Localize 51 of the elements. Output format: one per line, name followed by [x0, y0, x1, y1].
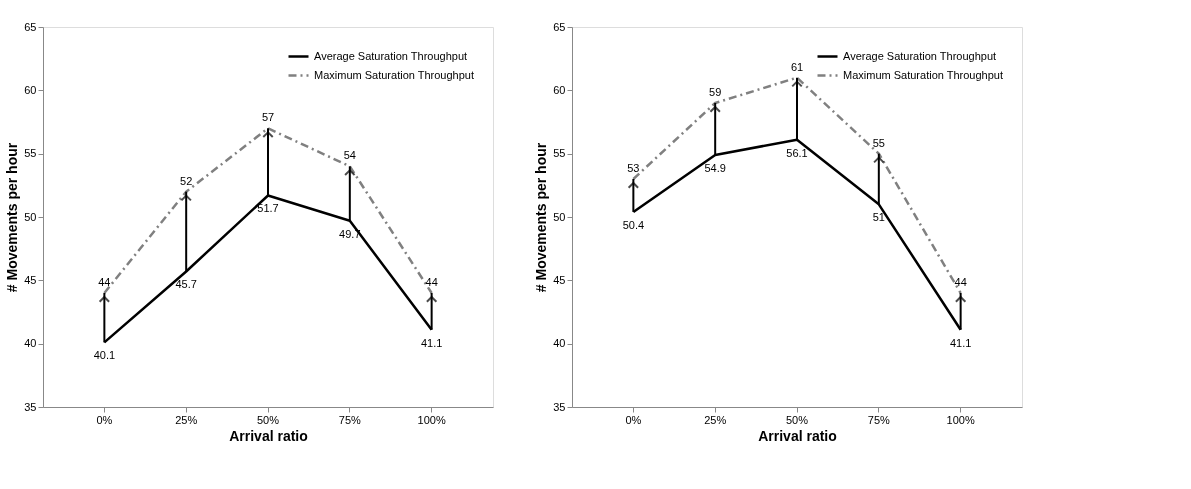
data-label: 44	[425, 276, 438, 288]
y-tick-label: 65	[24, 20, 37, 33]
y-tick-label: 60	[553, 83, 566, 96]
y-tick-label: 35	[553, 400, 566, 413]
data-label: 44	[98, 276, 111, 288]
legend-label: Maximum Saturation Throughput	[314, 68, 474, 81]
y-tick-label: 45	[24, 273, 37, 286]
data-label: 54	[343, 149, 356, 162]
y-axis-title: # Movements per hour	[4, 142, 21, 293]
data-label: 55	[872, 136, 885, 149]
y-tick-label: 60	[24, 83, 37, 96]
x-tick-label: 75%	[867, 413, 891, 426]
x-tick-label: 0%	[96, 413, 113, 426]
data-label: 40.1	[93, 349, 116, 362]
x-axis-title: Arrival ratio	[229, 427, 308, 444]
x-tick-label: 100%	[417, 413, 446, 426]
legend-label: Average Saturation Throughput	[843, 49, 997, 62]
x-tick-label: 50%	[785, 413, 809, 426]
y-axis-title: # Movements per hour	[533, 142, 550, 293]
x-axis-title: Arrival ratio	[758, 427, 837, 444]
data-label: 41.1	[420, 336, 443, 349]
data-label: 50.4	[622, 218, 645, 231]
x-tick-label: 75%	[338, 413, 362, 426]
legend-label: Maximum Saturation Throughput	[843, 68, 1003, 81]
data-label: 57	[261, 111, 275, 124]
y-tick-label: 55	[24, 147, 37, 160]
y-tick-label: 35	[24, 400, 37, 413]
x-tick-label: 25%	[704, 413, 727, 426]
x-tick-label: 0%	[625, 413, 642, 426]
data-label: 45.7	[175, 278, 197, 291]
y-tick-label: 65	[553, 20, 566, 33]
legend-label: Average Saturation Throughput	[314, 49, 468, 62]
y-tick-label: 55	[553, 147, 566, 160]
x-tick-label: 25%	[175, 413, 198, 426]
data-label: 61	[790, 60, 804, 73]
data-label: 51.7	[257, 202, 279, 215]
data-label: 44	[954, 276, 967, 288]
y-tick-label: 50	[553, 210, 566, 223]
y-tick-label: 40	[24, 337, 37, 350]
y-tick-label: 50	[24, 210, 37, 223]
data-label: 53	[627, 162, 640, 174]
y-tick-label: 45	[553, 273, 566, 286]
data-label: 52	[180, 174, 193, 187]
y-tick-label: 40	[553, 337, 566, 350]
x-tick-label: 100%	[946, 413, 975, 426]
data-label: 56.1	[786, 146, 808, 159]
data-label: 51	[872, 211, 885, 224]
data-label: 41.1	[949, 336, 972, 349]
x-tick-label: 50%	[256, 413, 280, 426]
data-label: 54.9	[704, 161, 726, 174]
data-label: 59	[709, 86, 722, 98]
